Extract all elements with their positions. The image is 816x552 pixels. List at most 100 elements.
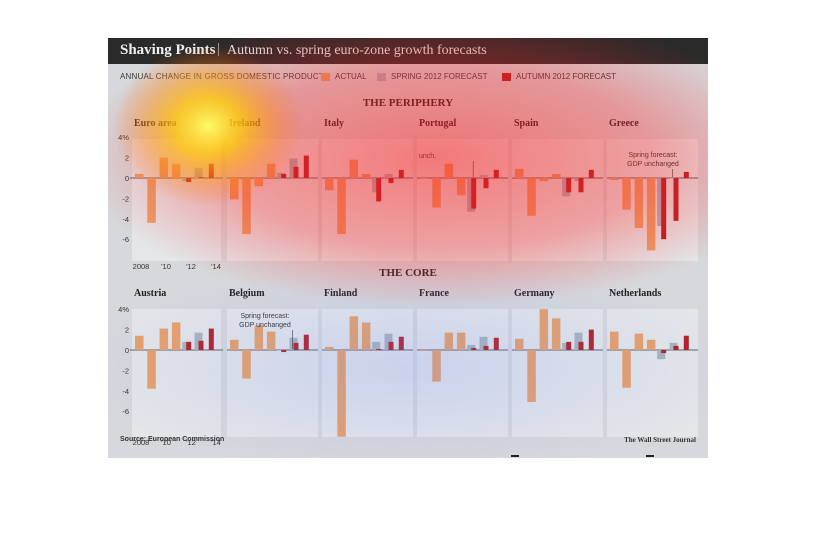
bar-autumn-forecast bbox=[186, 341, 192, 350]
bar-autumn-forecast bbox=[186, 178, 192, 183]
bar-actual bbox=[432, 178, 441, 208]
bar-actual bbox=[551, 318, 561, 350]
panel-background bbox=[322, 139, 413, 261]
bar-actual bbox=[325, 178, 334, 191]
bar-actual bbox=[515, 338, 524, 350]
bar-actual bbox=[254, 178, 264, 187]
bar-autumn-forecast bbox=[661, 178, 667, 240]
y-tick-label: -6 bbox=[122, 235, 129, 244]
source-note: Source: European Commission bbox=[120, 436, 225, 443]
bar-actual bbox=[147, 350, 156, 389]
y-tick-label: -4 bbox=[122, 387, 129, 396]
panel-title-netherlands: Netherlands bbox=[609, 288, 661, 299]
panel-title-france: France bbox=[419, 288, 450, 299]
panel-title-greece: Greece bbox=[609, 118, 639, 129]
bar-actual bbox=[325, 346, 334, 350]
bar-autumn-forecast bbox=[493, 337, 499, 350]
section-title-core: THE CORE bbox=[379, 267, 437, 279]
bar-autumn-forecast bbox=[293, 342, 299, 350]
bar-autumn-forecast bbox=[388, 178, 394, 184]
bar-actual bbox=[230, 339, 239, 350]
bar-actual bbox=[159, 328, 169, 350]
bar-actual bbox=[337, 178, 346, 235]
annotation-unchanged: unch. bbox=[419, 153, 436, 160]
bar-actual bbox=[135, 173, 144, 178]
y-tick-label: -2 bbox=[122, 194, 129, 203]
bar-actual bbox=[634, 333, 644, 350]
bar-actual bbox=[254, 325, 264, 350]
panel-background bbox=[607, 309, 698, 437]
bar-actual bbox=[361, 322, 371, 350]
y-tick-label: 0 bbox=[125, 346, 129, 355]
bar-actual bbox=[539, 309, 549, 350]
chart-figure: Shaving Points | Autumn vs. spring euro-… bbox=[108, 38, 708, 458]
bar-autumn-forecast bbox=[588, 169, 594, 178]
bar-actual bbox=[432, 350, 441, 382]
bar-actual bbox=[349, 159, 359, 178]
y-tick-label: 4% bbox=[118, 305, 129, 314]
bar-autumn-forecast bbox=[683, 335, 689, 350]
bar-actual bbox=[135, 335, 144, 350]
bar-autumn-forecast bbox=[566, 178, 572, 193]
credit-note: The Wall Street Journal bbox=[624, 436, 696, 444]
bar-actual bbox=[539, 178, 549, 182]
bar-spring-forecast bbox=[194, 167, 203, 178]
bar-actual bbox=[361, 173, 371, 178]
bar-autumn-forecast bbox=[208, 163, 214, 178]
bar-actual bbox=[444, 332, 454, 350]
bar-autumn-forecast bbox=[673, 345, 679, 350]
bar-actual bbox=[456, 178, 466, 196]
bar-actual bbox=[266, 163, 276, 178]
bar-actual bbox=[622, 178, 631, 210]
bar-spring-forecast bbox=[384, 173, 393, 178]
panel-background bbox=[417, 309, 508, 437]
bar-autumn-forecast bbox=[578, 341, 584, 350]
bar-autumn-forecast bbox=[578, 178, 584, 193]
panel-background bbox=[512, 139, 603, 261]
panel-title-spain: Spain bbox=[514, 118, 539, 129]
bar-actual bbox=[349, 316, 359, 350]
bar-actual bbox=[230, 178, 239, 200]
bar-actual bbox=[610, 331, 619, 350]
panel-title-finland: Finland bbox=[324, 288, 358, 299]
bar-autumn-forecast bbox=[293, 166, 299, 178]
bar-autumn-forecast bbox=[388, 341, 394, 350]
panel-background bbox=[132, 139, 221, 261]
bar-actual bbox=[444, 163, 454, 178]
bar-autumn-forecast bbox=[483, 178, 489, 189]
bar-actual bbox=[266, 331, 276, 350]
bar-actual bbox=[171, 322, 181, 350]
bar-actual bbox=[551, 173, 561, 178]
bar-autumn-forecast bbox=[661, 350, 667, 354]
panel-title-portugal: Portugal bbox=[419, 118, 456, 129]
bar-autumn-forecast bbox=[398, 336, 404, 350]
panel-title-germany: Germany bbox=[514, 288, 555, 299]
y-tick-label: -4 bbox=[122, 215, 129, 224]
bar-actual bbox=[610, 178, 619, 181]
bar-actual bbox=[527, 178, 536, 216]
panel-title-euro-area: Euro area bbox=[134, 118, 177, 129]
panel-title-italy: Italy bbox=[324, 118, 344, 129]
bar-actual bbox=[515, 168, 524, 178]
bar-actual bbox=[420, 178, 429, 179]
bar-autumn-forecast bbox=[483, 345, 489, 350]
bar-autumn-forecast bbox=[208, 328, 214, 350]
page-mark bbox=[646, 455, 654, 457]
bar-autumn-forecast bbox=[673, 178, 679, 221]
bar-actual bbox=[634, 178, 644, 228]
bar-actual bbox=[337, 350, 346, 437]
x-tick-label: '10 bbox=[161, 262, 171, 271]
bar-actual bbox=[420, 350, 429, 352]
section-title-periphery: THE PERIPHERY bbox=[363, 97, 453, 109]
bar-autumn-forecast bbox=[303, 334, 309, 350]
bar-actual bbox=[242, 178, 251, 235]
x-tick-label: '14 bbox=[211, 262, 221, 271]
bar-actual bbox=[456, 332, 466, 350]
panel-title-belgium: Belgium bbox=[229, 288, 265, 299]
bar-spring-forecast bbox=[372, 341, 381, 350]
bar-actual bbox=[646, 178, 656, 251]
bar-autumn-forecast bbox=[683, 171, 689, 178]
bar-autumn-forecast bbox=[281, 173, 287, 178]
bar-actual bbox=[622, 350, 631, 388]
bar-actual bbox=[646, 339, 656, 350]
